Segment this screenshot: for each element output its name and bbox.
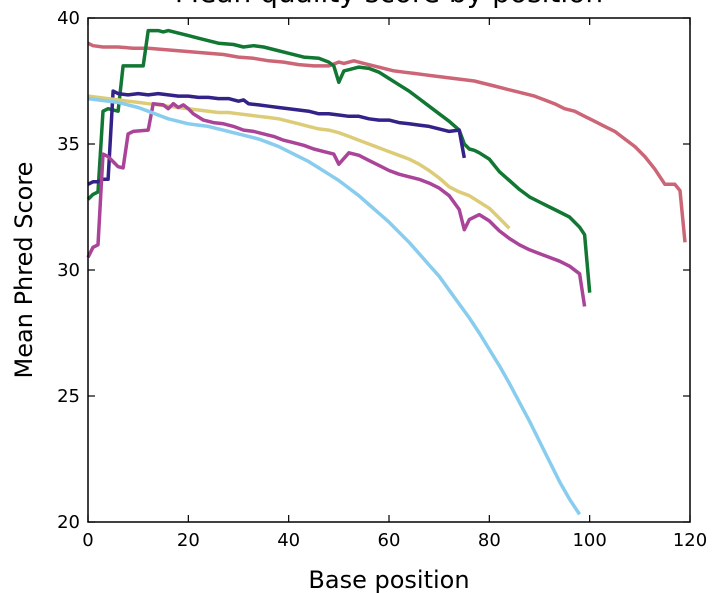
x-tick-label: 80 [478,530,501,551]
x-tick-label: 100 [572,530,606,551]
y-tick-label: 20 [57,512,80,533]
x-tick-label: 120 [673,530,707,551]
series-layer [86,28,687,516]
chart-title: Mean quality score by position [175,0,603,9]
y-tick-label: 30 [57,260,80,281]
series-line-5 [86,101,587,307]
series-line-6 [87,96,582,516]
plot-frame [87,17,691,523]
x-tick-label: 60 [378,530,401,551]
x-tick-label: 20 [177,530,200,551]
y-tick-label: 40 [57,8,80,29]
series-line-1 [87,41,687,243]
x-tick-label: 40 [277,530,300,551]
series-line-2 [86,28,592,293]
y-tick-label: 35 [57,134,80,155]
x-axis-title: Base position [308,566,469,593]
y-tick-label: 25 [57,386,80,407]
y-axis-title: Mean Phred Score [10,162,38,379]
x-tick-label: 0 [82,530,93,551]
series-line-3 [87,89,467,186]
